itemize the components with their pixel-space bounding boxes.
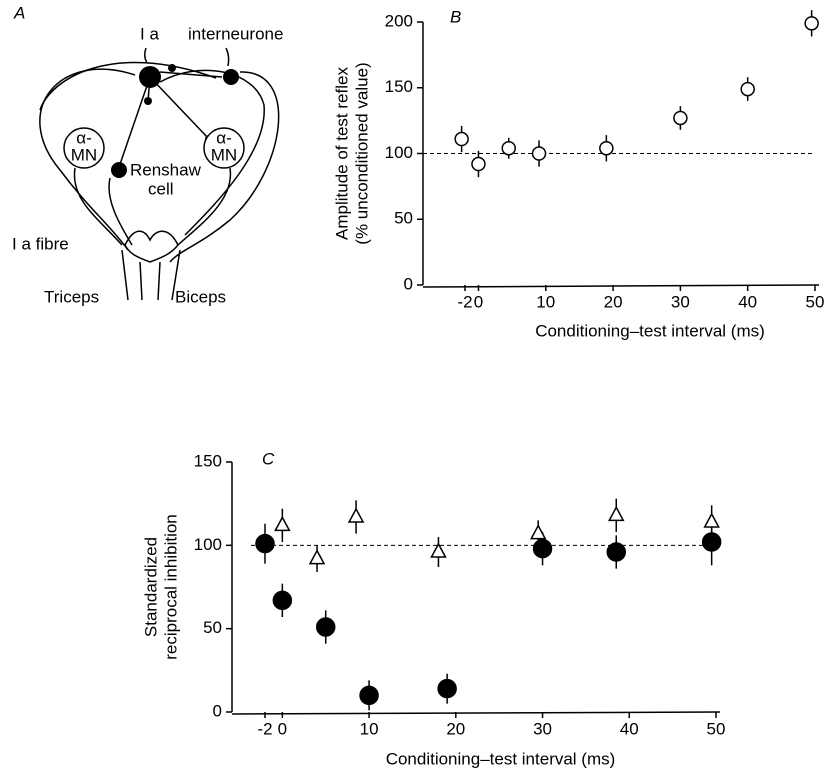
arrow xyxy=(225,47,230,67)
panel-label: C xyxy=(262,449,275,468)
marker xyxy=(274,515,291,532)
y-tick-label: 0 xyxy=(404,274,413,293)
synapse xyxy=(168,64,176,72)
mn-label: MN xyxy=(211,145,237,164)
fibre xyxy=(159,69,265,236)
y-axis-label: Amplitude of test reflex xyxy=(332,67,351,240)
x-tick-label: -2 xyxy=(257,719,272,738)
marker xyxy=(454,131,469,147)
ia-label: I a xyxy=(140,24,159,43)
fibre xyxy=(73,167,123,246)
marker xyxy=(308,549,326,565)
x-tick-label: 20 xyxy=(604,292,623,311)
renshaw-cell xyxy=(111,162,127,178)
renshaw-label: Renshaw xyxy=(130,160,202,179)
marker xyxy=(599,140,614,156)
y-tick-label: 100 xyxy=(385,143,413,162)
marker xyxy=(347,507,365,523)
y-tick-label: 200 xyxy=(385,11,413,30)
y-axis-label: reciprocal inhibition xyxy=(161,514,180,660)
bones xyxy=(121,249,181,301)
marker xyxy=(529,524,547,540)
fibre xyxy=(169,71,280,263)
interneurone xyxy=(223,69,239,85)
reflex-diagram: A I a interneurone α- MN α- MN Renshaw c… xyxy=(12,3,283,306)
x-tick-label: 40 xyxy=(738,292,757,311)
biceps-label: Biceps xyxy=(175,287,226,306)
y-tick-label: 50 xyxy=(394,209,413,228)
marker xyxy=(437,678,457,699)
x-tick-label: -2 xyxy=(457,292,472,311)
marker xyxy=(430,542,447,558)
renshaw-label: cell xyxy=(148,179,174,198)
fibre xyxy=(177,167,232,246)
x-axis-label: Conditioning–test interval (ms) xyxy=(386,749,616,768)
marker xyxy=(501,140,516,156)
y-tick-label: 0 xyxy=(213,701,222,720)
x-tick-label: 10 xyxy=(360,719,379,738)
marker xyxy=(703,512,720,528)
x-tick-label: 20 xyxy=(446,719,465,738)
marker xyxy=(531,146,547,161)
y-axis-label: (% unconditioned value) xyxy=(352,62,371,244)
synapse xyxy=(144,97,152,105)
marker xyxy=(272,590,293,611)
y-tick-label: 150 xyxy=(385,77,413,96)
panel-label: B xyxy=(450,7,461,26)
marker xyxy=(804,16,819,31)
marker xyxy=(673,110,688,126)
x-tick-label: 30 xyxy=(671,292,690,311)
x-tick-label: 10 xyxy=(536,292,555,311)
marker xyxy=(532,538,553,559)
marker xyxy=(608,505,625,522)
panel-label: A xyxy=(13,3,25,22)
x-tick-label: 50 xyxy=(707,719,726,738)
axon xyxy=(159,71,223,78)
axon xyxy=(117,76,151,171)
x-tick-label: 0 xyxy=(278,719,287,738)
marker xyxy=(740,81,755,97)
x-tick-label: 30 xyxy=(533,719,552,738)
mn-label: α- xyxy=(76,128,92,147)
motoneuron xyxy=(203,127,245,169)
fibre xyxy=(39,61,217,111)
marker xyxy=(606,542,627,562)
x-axis xyxy=(422,284,820,288)
mn-label: MN xyxy=(71,145,97,164)
joint xyxy=(124,230,179,263)
arrow xyxy=(143,47,148,64)
y-tick-label: 100 xyxy=(194,535,222,554)
marker xyxy=(255,533,275,554)
axon xyxy=(149,76,210,140)
y-axis-label: Standardized xyxy=(141,537,160,637)
marker xyxy=(359,685,379,706)
y-tick-label: 150 xyxy=(194,451,222,470)
x-tick-label: 50 xyxy=(806,292,825,311)
x-axis xyxy=(231,711,721,715)
marker xyxy=(471,156,486,172)
marker xyxy=(315,617,336,637)
mn-label: α- xyxy=(216,128,232,147)
x-tick-label: 40 xyxy=(620,719,639,738)
x-axis-label: Conditioning–test interval (ms) xyxy=(535,321,765,340)
y-tick-label: 50 xyxy=(203,618,222,637)
x-tick-label: 0 xyxy=(474,292,483,311)
triceps-label: Triceps xyxy=(44,287,99,306)
ia-neuron xyxy=(139,66,161,88)
motoneuron xyxy=(63,127,105,169)
interneurone-label: interneurone xyxy=(188,24,283,43)
ia-fibre-label: I a fibre xyxy=(12,234,69,253)
